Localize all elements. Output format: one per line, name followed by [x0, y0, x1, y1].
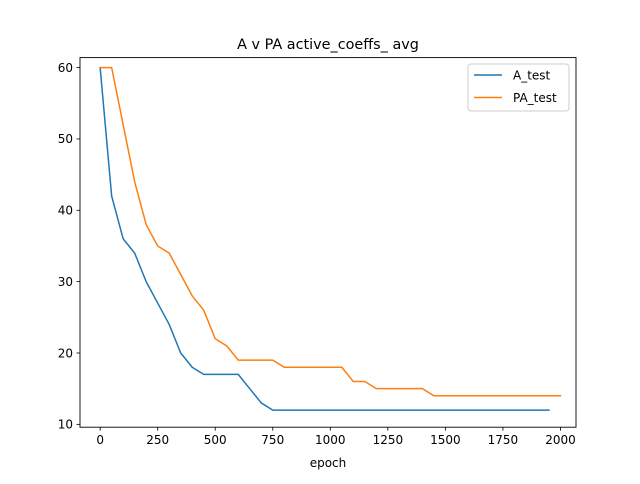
- x-tick-label: 750: [261, 433, 284, 447]
- x-tick-label: 500: [204, 433, 227, 447]
- x-tick-label: 1250: [373, 433, 404, 447]
- chart-title: A v PA active_coeffs_ avg: [237, 37, 419, 53]
- series-layer: [99, 66, 562, 411]
- plot-area-frame: [79, 57, 577, 428]
- legend-items: A_test PA_test: [474, 68, 557, 105]
- x-tick-label: 1000: [315, 433, 346, 447]
- series-line-a-test: [99, 66, 550, 411]
- series-line-pa-test: [99, 66, 562, 397]
- x-axis-label: epoch: [310, 456, 347, 470]
- x-axis-ticks: 0 250 500 750 1000 1250 1500 1750 2000: [96, 427, 576, 447]
- x-tick-label: 0: [96, 433, 104, 447]
- y-tick-label: 50: [58, 132, 73, 146]
- x-tick-label: 2000: [545, 433, 576, 447]
- y-tick-label: 20: [58, 346, 73, 360]
- x-tick-label: 250: [146, 433, 169, 447]
- y-tick-label: 30: [58, 275, 73, 289]
- legend: A_test PA_test: [467, 63, 570, 112]
- legend-label-a-test: A_test: [513, 68, 551, 82]
- x-tick-label: 1750: [488, 433, 519, 447]
- y-tick-label: 10: [58, 418, 73, 432]
- y-tick-label: 60: [58, 61, 73, 75]
- legend-label-pa-test: PA_test: [513, 91, 557, 105]
- x-tick-label: 1500: [430, 433, 461, 447]
- y-axis-ticks: 10 20 30 40 50 60: [58, 61, 80, 432]
- y-tick-label: 40: [58, 204, 73, 218]
